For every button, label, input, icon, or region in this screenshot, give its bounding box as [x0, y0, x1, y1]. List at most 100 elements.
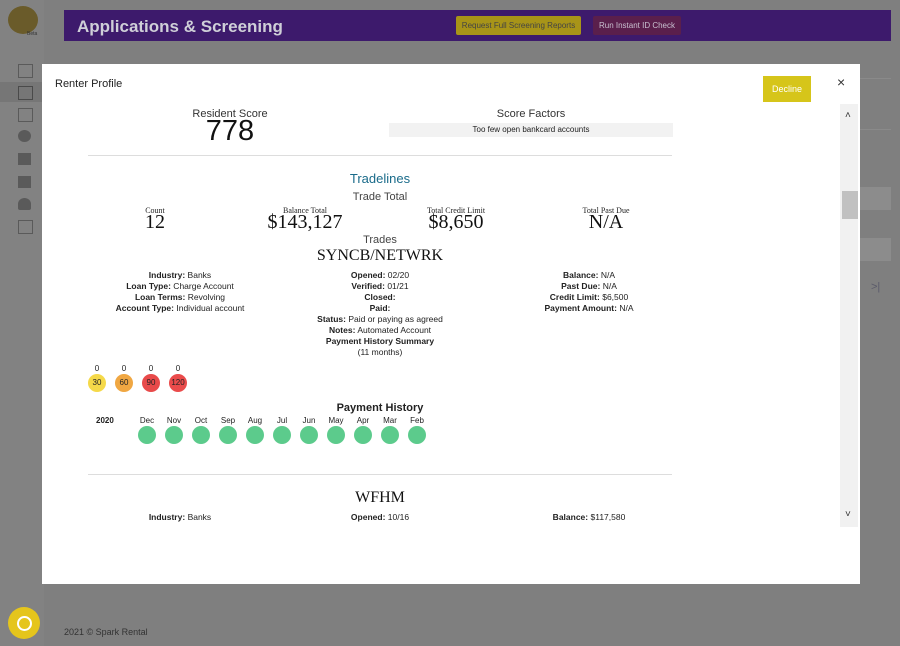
- field: Balance: $117,580: [553, 512, 626, 523]
- field-label: Loan Type:: [126, 281, 171, 291]
- field-label: Status:: [317, 314, 346, 324]
- field: Verified: 01/21: [317, 281, 443, 292]
- button[interactable]: Request Full Screening Reports: [456, 16, 581, 35]
- decline-button[interactable]: Decline: [763, 76, 811, 102]
- factor-item: Too few open bankcard accounts: [389, 123, 673, 137]
- history-month: Dec: [139, 416, 155, 425]
- history-circle: [327, 426, 345, 444]
- field-label: Balance:: [563, 270, 599, 280]
- bg-row: [860, 238, 891, 261]
- field-value: Individual account: [176, 303, 245, 313]
- late-count: 0: [175, 364, 181, 373]
- button[interactable]: Run Instant ID Check: [593, 16, 681, 35]
- scroll-up[interactable]: ˄: [845, 110, 851, 121]
- bg-table: [860, 78, 891, 130]
- header-title: Applications & Screening: [77, 17, 283, 36]
- nav-icon[interactable]: [18, 220, 33, 234]
- field-label: Balance:: [552, 512, 589, 522]
- total-value: N/A: [588, 211, 624, 233]
- field-column: Opened: 02/20 Verified: 01/21 Closed: Paid:…: [317, 270, 443, 358]
- history-month: Nov: [166, 416, 182, 425]
- nav-active[interactable]: [0, 82, 44, 102]
- history-month: Oct: [194, 416, 208, 425]
- history-month: Mar: [383, 416, 397, 425]
- field: Notes: Automated Account: [317, 325, 443, 336]
- late-circle: 90: [142, 374, 160, 392]
- section-subtitle: Trades: [363, 234, 397, 246]
- trade-name: SYNCB/NETWRK: [316, 247, 444, 264]
- field-column: Opened: 10/16: [351, 512, 409, 523]
- field-value: Paid or paying as agreed: [348, 314, 443, 324]
- field: Loan Terms: Revolving: [116, 292, 245, 303]
- nav-icon[interactable]: [18, 64, 33, 78]
- field: Industry: Banks: [116, 270, 245, 281]
- field-label: Opened:: [350, 270, 386, 280]
- nav-icon[interactable]: [18, 176, 31, 188]
- field-value: Automated Account: [357, 325, 432, 335]
- history-month: Jul: [276, 416, 288, 425]
- modal-content: Resident Score 778 Score Factors Too few…: [55, 104, 828, 527]
- field-label: Payment Amount:: [544, 303, 617, 313]
- score-label: Resident Score: [192, 108, 268, 120]
- total-label: Total Credit Limit: [426, 206, 486, 215]
- total-value: $8,650: [428, 211, 484, 233]
- history-circle: [165, 426, 183, 444]
- nav-icon[interactable]: [18, 108, 33, 122]
- field-label: Paid:: [369, 303, 391, 313]
- field-label: Closed:: [364, 292, 396, 302]
- field-value: Banks: [187, 270, 212, 280]
- history-circle: [273, 426, 291, 444]
- scroll-down[interactable]: ˅: [845, 509, 851, 520]
- total-label: Count: [145, 206, 165, 215]
- field-column: Balance: N/A Past Due: N/A Credit Limit: $…: [545, 270, 634, 314]
- close-button[interactable]: ×: [837, 74, 846, 90]
- field-label: Notes:: [328, 325, 356, 335]
- history-month: Sep: [220, 416, 236, 425]
- history-month: Jun: [302, 416, 316, 425]
- field-label: Verified:: [351, 281, 385, 291]
- late-count: 0: [121, 364, 127, 373]
- chat-icon: [17, 616, 32, 631]
- nav-icon[interactable]: [18, 86, 33, 100]
- bg-row: [860, 187, 891, 210]
- history-circle: [354, 426, 372, 444]
- history-circle: [408, 426, 426, 444]
- history-month: Aug: [247, 416, 263, 425]
- field: Industry: Banks: [149, 512, 211, 523]
- scrollbar[interactable]: ˄ ˅: [840, 104, 858, 527]
- sidebar: Beta: [0, 0, 44, 646]
- divider: [88, 474, 672, 475]
- modal-title: Renter Profile: [55, 78, 123, 90]
- late-circle: 120: [169, 374, 187, 392]
- field: Opened: 02/20: [317, 270, 443, 281]
- divider: [88, 155, 672, 156]
- field-column: Industry: Banks Loan Type: Charge Account…: [116, 270, 245, 314]
- field: Past Due: N/A: [545, 281, 634, 292]
- field-label: Industry:: [148, 270, 186, 280]
- field-label: Industry:: [148, 512, 186, 522]
- header-bar: Applications & Screening Request Full Sc…: [64, 10, 891, 41]
- history-month: Apr: [356, 416, 370, 425]
- pager-icon[interactable]: >|: [871, 281, 881, 293]
- field: Payment Amount: N/A: [545, 303, 634, 314]
- field-label: Account Type:: [115, 303, 174, 313]
- field-value: $6,500: [602, 292, 629, 302]
- field: Closed:: [317, 292, 443, 303]
- field-column: Industry: Banks: [149, 512, 211, 523]
- history-circle: [300, 426, 318, 444]
- late-circle: 30: [88, 374, 106, 392]
- summary-period: (11 months): [357, 347, 403, 357]
- field-value: $117,580: [590, 512, 626, 522]
- chat-button[interactable]: [8, 607, 40, 639]
- history-title: Payment History: [336, 402, 424, 414]
- field-value: Revolving: [187, 292, 226, 302]
- history-circle: [138, 426, 156, 444]
- nav-icon[interactable]: [18, 130, 31, 142]
- field-value: Charge Account: [173, 281, 234, 291]
- nav-icon[interactable]: [18, 153, 31, 165]
- late-circle: 60: [115, 374, 133, 392]
- scroll-thumb[interactable]: [842, 191, 858, 219]
- nav-icon[interactable]: [18, 198, 31, 210]
- score-value: 778: [205, 115, 255, 147]
- field-label: Credit Limit:: [549, 292, 600, 302]
